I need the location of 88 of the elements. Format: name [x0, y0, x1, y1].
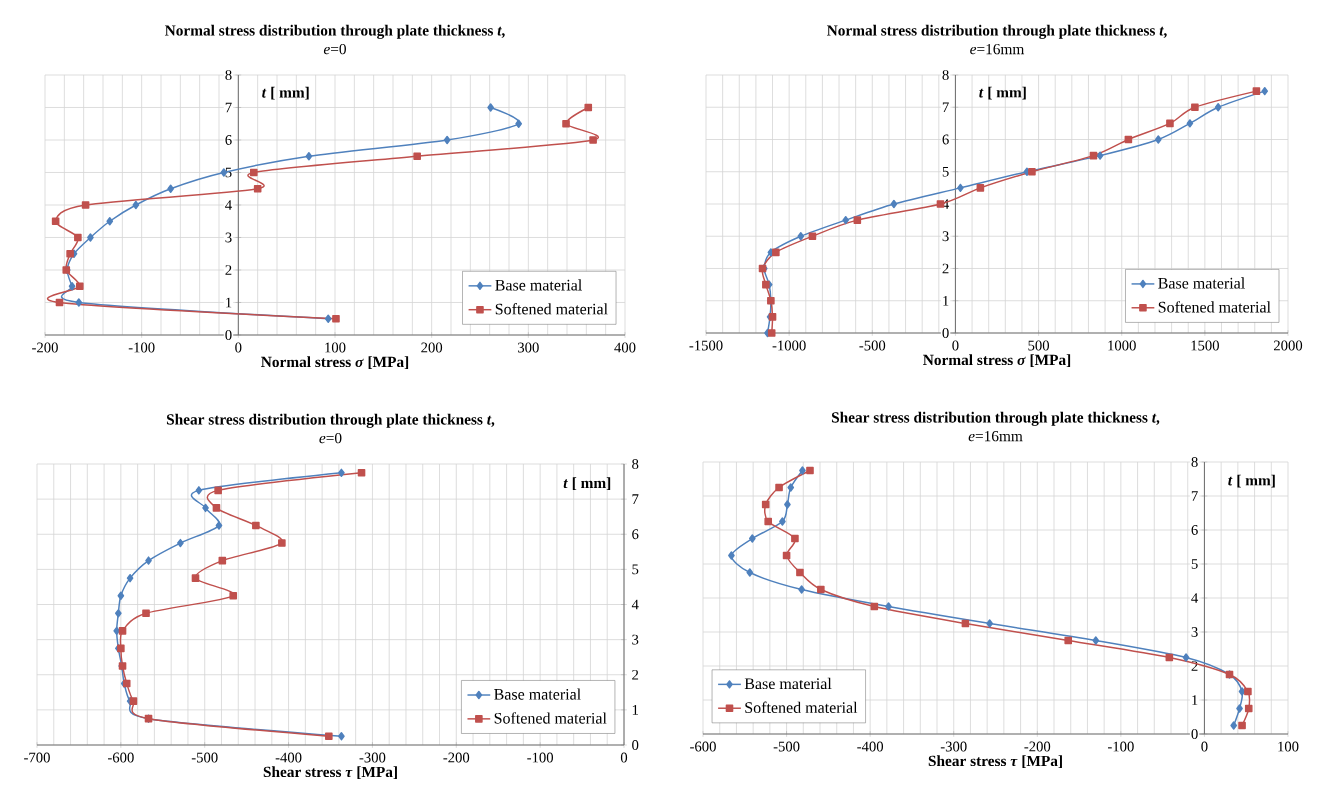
y-tick-label: 1 [943, 295, 949, 306]
y-tick-label: 3 [942, 231, 949, 242]
y-tick-label: 4 [631, 599, 639, 610]
x-tick-label: 500 [1028, 340, 1050, 351]
legend-label: Softened material [745, 701, 858, 713]
y-tick-label: 4 [1191, 593, 1199, 603]
y-tick-label: 1 [632, 705, 638, 715]
x-tick-label: 100 [325, 342, 346, 353]
x-axis-title: Shear stress τ [MPa] [928, 755, 1062, 768]
y-tick-label: 2 [225, 265, 232, 275]
x-tick-label: 0 [620, 752, 628, 763]
x-tick-label: -200 [32, 342, 58, 353]
x-tick-label: -300 [940, 741, 967, 752]
x-tick-label: -600 [107, 752, 134, 763]
chart-subtitle: e=0 [323, 43, 346, 55]
y-tick-label: 0 [225, 330, 232, 340]
x-tick-label: -100 [1107, 741, 1134, 752]
y-tick-label: 1 [1192, 695, 1198, 705]
y-tick-label: 7 [225, 102, 232, 113]
x-tick-label: -500 [773, 741, 800, 752]
chart-subtitle: e=16mm [968, 431, 1023, 442]
legend-label: Base material [744, 677, 832, 690]
x-axis-title: Normal stress σ [MPa] [923, 354, 1071, 367]
y-tick-label: 0 [942, 328, 949, 338]
x-tick-label: -300 [359, 752, 386, 763]
x-axis-title: Normal stress σ [MPa] [261, 356, 409, 369]
x-tick-label: -1000 [772, 340, 806, 351]
y-tick-label: 6 [942, 134, 949, 145]
y-tick-label: 4 [225, 200, 232, 210]
y-tick-label: 1 [226, 297, 232, 308]
x-tick-label: 0 [1201, 741, 1208, 752]
y-tick-label: 7 [1191, 491, 1198, 501]
y-tick-label: 0 [1191, 729, 1198, 739]
chart-title: Shear stress distribution through plate thickness t, [831, 411, 1160, 426]
y-axis-title: t [ mm] [979, 86, 1026, 100]
y-axis-title: t [ mm] [1228, 474, 1275, 488]
x-tick-label: -100 [128, 342, 155, 353]
x-tick-label: -1500 [689, 340, 723, 351]
x-tick-label: -500 [859, 340, 886, 351]
y-tick-label: 8 [632, 459, 639, 469]
x-tick-label: 300 [518, 342, 539, 353]
legend-label: Base material [495, 279, 582, 291]
chart-title: Normal stress distribution through plate thickness t, [826, 24, 1167, 39]
legend-label: Softened material [1158, 301, 1271, 313]
x-tick-label: 2000 [1273, 340, 1303, 351]
y-tick-label: 6 [225, 135, 232, 145]
y-tick-label: 3 [225, 232, 232, 243]
x-tick-label: 400 [614, 342, 636, 353]
legend-label: Softened material [494, 712, 607, 724]
x-tick-label: 0 [235, 342, 242, 353]
y-tick-label: 2 [1191, 661, 1198, 671]
y-tick-label: 8 [1191, 457, 1198, 467]
x-tick-label: -200 [443, 752, 470, 763]
legend-label: Base material [494, 688, 581, 700]
y-axis-title: t [ mm] [262, 86, 309, 100]
legend-label: Softened material [495, 303, 608, 315]
x-tick-label: -400 [275, 752, 302, 763]
x-tick-label: -200 [1024, 741, 1051, 752]
y-tick-label: 5 [1191, 559, 1198, 569]
y-tick-label: 5 [942, 166, 949, 177]
y-tick-label: 7 [942, 102, 949, 113]
chart-title: Shear stress distribution through plate thickness t, [166, 413, 495, 428]
y-tick-label: 6 [1191, 525, 1198, 535]
y-tick-label: 8 [225, 70, 232, 80]
x-tick-label: 1500 [1191, 340, 1219, 351]
y-tick-label: 2 [632, 669, 639, 680]
y-tick-label: 2 [942, 263, 949, 274]
x-tick-label: -400 [857, 741, 884, 752]
chart-subtitle: e=16mm [970, 44, 1025, 55]
y-tick-label: 3 [632, 634, 639, 645]
x-tick-label: -500 [191, 752, 218, 763]
x-axis-title: Shear stress τ [MPa] [263, 766, 397, 779]
x-tick-label: 0 [952, 340, 959, 351]
x-tick-label: 1000 [1108, 340, 1136, 351]
y-tick-label: 6 [632, 529, 639, 540]
legend-label: Base material [1158, 277, 1245, 289]
chart-title: Normal stress distribution through plate thickness t, [164, 24, 505, 39]
y-tick-label: 7 [632, 494, 639, 504]
x-tick-label: 100 [1278, 741, 1299, 752]
y-tick-label: 3 [1191, 627, 1198, 637]
x-tick-label: -600 [690, 741, 716, 752]
chart-subtitle: e=0 [319, 432, 342, 444]
y-tick-label: 8 [942, 70, 949, 80]
x-tick-label: 200 [421, 342, 443, 353]
x-tick-label: -700 [24, 752, 50, 763]
y-axis-title: t [ mm] [563, 477, 611, 491]
y-tick-label: 5 [632, 564, 639, 575]
x-tick-label: -100 [527, 752, 554, 763]
